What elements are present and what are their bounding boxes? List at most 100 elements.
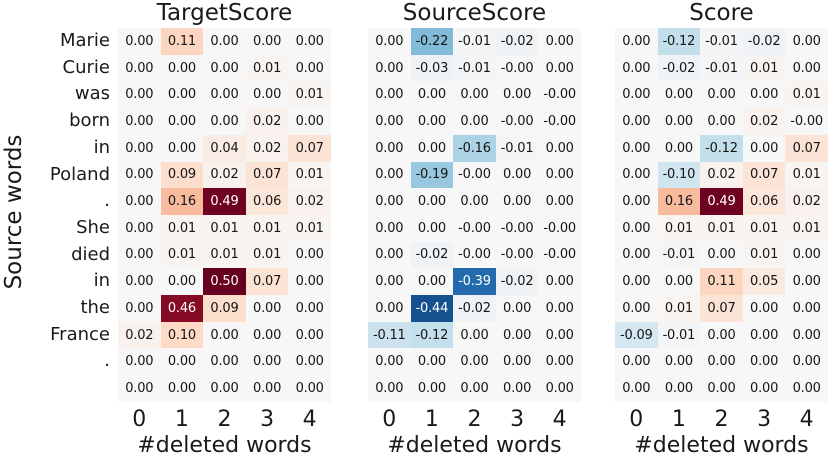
heatmap-cell: 0.00	[615, 214, 658, 242]
heatmap-cell: -0.02	[742, 28, 786, 55]
heatmap-cell: 0.00	[368, 268, 411, 296]
x-tick-label: 4	[552, 407, 567, 432]
heatmap-cell: 0.00	[453, 348, 496, 376]
heatmap-cell: 0.11	[700, 268, 743, 296]
heatmap-cell: 0.00	[742, 295, 786, 322]
heatmap-cell: 0.00	[203, 28, 246, 55]
heatmap-cell: 0.00	[368, 108, 411, 135]
heatmap-cell: 0.02	[245, 108, 289, 135]
heatmap-cell: 0.00	[118, 375, 161, 402]
x-tick-label: 1	[174, 407, 189, 432]
heatmap-cell: 0.00	[495, 81, 539, 109]
heatmap-cell: 0.00	[700, 81, 743, 109]
heatmap-cell: 0.00	[615, 134, 658, 162]
heatmap-cell: 0.00	[118, 188, 161, 215]
heatmap-cell: 0.01	[203, 241, 246, 269]
heatmap-cell: 0.00	[657, 375, 701, 402]
heatmap-cell: -0.02	[495, 28, 539, 55]
heatmap-cell: -0.00	[538, 81, 581, 109]
heatmap-cell: 0.00	[410, 375, 454, 402]
heatmap-cell: 0.00	[495, 348, 539, 376]
heatmap-cell: 0.00	[203, 321, 246, 349]
heatmap-cell: 0.00	[203, 54, 246, 82]
heatmap-cell: 0.00	[410, 134, 454, 162]
heatmap-cell: 0.00	[742, 81, 786, 109]
heatmap-cell: -0.16	[453, 134, 496, 162]
x-tick-label: 2	[714, 407, 729, 432]
heatmap-cell: 0.01	[785, 214, 828, 242]
heatmap-cell: 0.00	[785, 348, 828, 376]
heatmap-cell: 0.02	[118, 321, 161, 349]
heatmap-cell: 0.00	[615, 375, 658, 402]
x-tick-label: 1	[424, 407, 439, 432]
heatmap-cell: 0.00	[203, 375, 246, 402]
heatmap-cell: 0.00	[203, 108, 246, 135]
heatmap-cell: 0.00	[368, 54, 411, 82]
heatmap-cell: 0.00	[288, 295, 331, 322]
heatmap-cell: -0.39	[453, 268, 496, 296]
heatmap-cell: 0.00	[742, 321, 786, 349]
heatmap-cell: 0.00	[615, 295, 658, 322]
heatmap-cell: 0.01	[700, 214, 743, 242]
heatmap-cell: 0.00	[453, 375, 496, 402]
heatmap-cell: 0.06	[245, 188, 289, 215]
heatmap-cell: 0.09	[160, 161, 204, 189]
heatmap-cell: 0.02	[785, 188, 828, 215]
heatmap-cell: 0.07	[245, 161, 289, 189]
heatmap-cell: 0.01	[160, 214, 204, 242]
panel-score: Score 0.00 -0.12 -0.01 -0.02 0.00 0.00 -0.02 -0…	[615, 0, 828, 466]
heatmap-cell: 0.00	[203, 81, 246, 109]
heatmap-cell: 0.00	[368, 375, 411, 402]
heatmap-cell: 0.00	[538, 161, 581, 189]
heatmap-cell: 0.00	[245, 375, 289, 402]
heatmap-cell: 0.00	[453, 108, 496, 135]
heatmap-cell: 0.00	[410, 348, 454, 376]
heatmap-cell: -0.02	[657, 54, 701, 82]
heatmap-cell: 0.00	[538, 348, 581, 376]
row-label: .	[104, 190, 110, 212]
heatmap-cell: 0.01	[288, 161, 331, 189]
heatmap-cell: 0.00	[368, 241, 411, 269]
heatmap-cell: 0.00	[615, 108, 658, 135]
heatmap-cell: 0.00	[160, 268, 204, 296]
heatmap-cell: 0.00	[538, 134, 581, 162]
heatmap-cell: 0.01	[742, 54, 786, 82]
heatmap-grid-targetscore: 0.00 0.11 0.00 0.00 0.00 0.00 0.00 0.00 0.01 0.00…	[118, 28, 331, 402]
row-label: .	[104, 350, 110, 372]
heatmap-cell: 0.00	[410, 188, 454, 215]
heatmap-cell: -0.11	[368, 321, 411, 349]
heatmap-cell: 0.00	[742, 134, 786, 162]
heatmap-cell: 0.00	[368, 28, 411, 55]
heatmap-cell: 0.00	[742, 348, 786, 376]
heatmap-cell: 0.01	[657, 214, 701, 242]
row-labels: Marie Curie was born in Poland. She died in the Fr…	[0, 28, 110, 402]
heatmap-cell: 0.02	[742, 108, 786, 135]
heatmap-cell: -0.02	[410, 241, 454, 269]
heatmap-cell: 0.00	[495, 375, 539, 402]
heatmap-cell: 0.00	[657, 108, 701, 135]
heatmap-cell: 0.00	[368, 348, 411, 376]
heatmap-cell: 0.00	[118, 295, 161, 322]
x-axis-label: #deleted words	[634, 433, 809, 458]
heatmap-cell: 0.04	[203, 134, 246, 162]
x-tick-label: 0	[629, 407, 644, 432]
heatmap-cell: 0.00	[495, 295, 539, 322]
x-tick-labels: 0 1 2 3 4	[118, 407, 331, 432]
heatmap-cell: 0.01	[785, 81, 828, 109]
row-label	[0, 375, 110, 402]
heatmap-cell: 0.00	[288, 321, 331, 349]
heatmap-cell: 0.02	[700, 161, 743, 189]
x-tick-labels: 0 1 2 3 4	[615, 407, 828, 432]
heatmap-cell: 0.02	[245, 134, 289, 162]
heatmap-cell: -0.12	[657, 28, 701, 55]
heatmap-cell: 0.00	[615, 81, 658, 109]
row-label: France	[50, 323, 110, 345]
heatmap-cell: -0.44	[410, 295, 454, 322]
x-axis-label: #deleted words	[387, 433, 562, 458]
heatmap-cell: 0.00	[785, 295, 828, 322]
heatmap-cell: -0.02	[495, 268, 539, 296]
heatmap-cell: 0.01	[245, 241, 289, 269]
heatmap-cell: 0.07	[700, 295, 743, 322]
heatmap-cell: -0.00	[495, 54, 539, 82]
x-tick-label: 3	[260, 407, 275, 432]
